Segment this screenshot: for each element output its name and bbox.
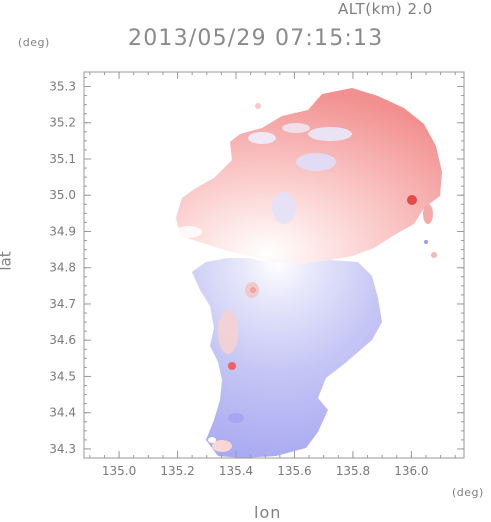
echo-field — [174, 88, 442, 458]
y-axis-unit: (deg) — [18, 36, 50, 49]
negative-velocity-region — [192, 258, 382, 458]
y-tick-label: 34.6 — [49, 333, 76, 347]
x-tick-label: 135.6 — [277, 464, 311, 478]
y-tick-label: 34.4 — [49, 406, 76, 420]
y-tick-label: 35.2 — [49, 116, 76, 130]
chart-title: 2013/05/29 07:15:13 — [128, 26, 384, 51]
positive-velocity-region — [176, 88, 442, 264]
x-tick-label: 136.0 — [394, 464, 428, 478]
y-tick-label: 34.7 — [49, 297, 76, 311]
y-tick-label: 34.5 — [49, 369, 76, 383]
y-tick-label: 34.9 — [49, 224, 76, 238]
axis-ticks: 135.0 135.2 135.4 135.6 135.8 136.0 34.3 34.4 34… — [49, 72, 464, 478]
echo-speckles — [174, 103, 437, 452]
x-tick-label: 135.8 — [336, 464, 370, 478]
altitude-label: ALT(km) 2.0 — [338, 0, 433, 18]
x-tick-label: 135.0 — [102, 464, 136, 478]
y-tick-label: 35.1 — [49, 152, 76, 166]
x-axis-label: lon — [254, 503, 282, 522]
plot-frame — [83, 71, 465, 459]
x-tick-label: 135.4 — [219, 464, 253, 478]
y-tick-label: 34.8 — [49, 261, 76, 275]
y-tick-label: 34.3 — [49, 442, 76, 456]
y-tick-label: 35.0 — [49, 188, 76, 202]
x-tick-label: 135.2 — [160, 464, 194, 478]
x-axis-unit: (deg) — [452, 486, 484, 499]
y-tick-label: 35.3 — [49, 79, 76, 93]
